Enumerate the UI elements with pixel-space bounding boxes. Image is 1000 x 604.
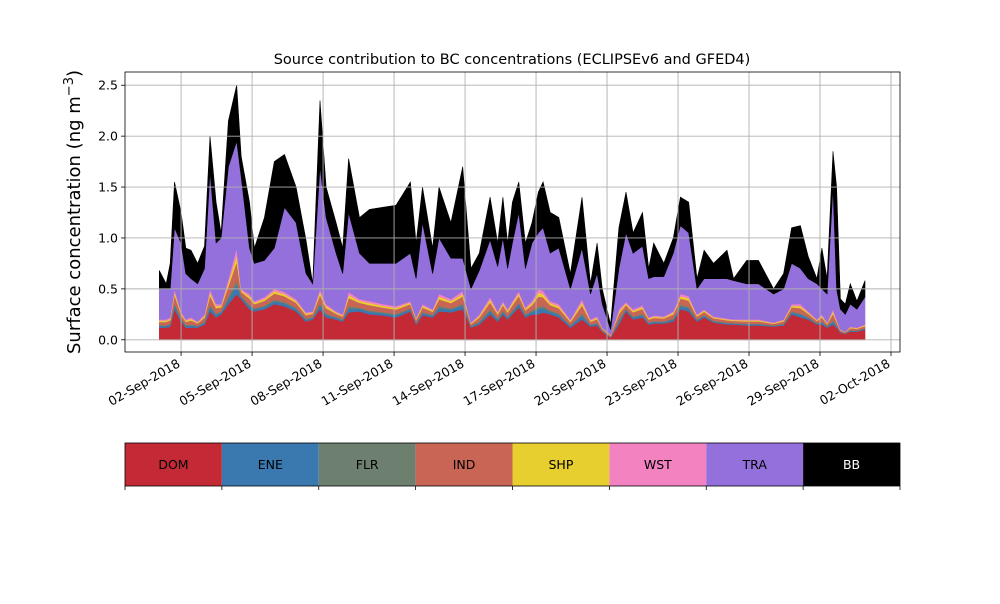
legend-label-ene: ENE bbox=[258, 457, 283, 472]
legend-swatch-shp bbox=[512, 443, 610, 486]
legend-label-flr: FLR bbox=[356, 457, 379, 472]
legend-swatch-ind bbox=[415, 443, 513, 486]
legend-swatch-tra bbox=[706, 443, 804, 486]
legend-label-dom: DOM bbox=[158, 457, 188, 472]
axes-frame bbox=[124, 71, 901, 353]
y-tick-label: 2.0 bbox=[98, 129, 118, 144]
y-tick-label: 1.5 bbox=[98, 180, 118, 195]
y-axis-label-main: Surface concentration (ng m bbox=[64, 96, 85, 354]
y-tick-label: 0.5 bbox=[98, 281, 118, 296]
legend-label-bb: BB bbox=[843, 457, 860, 472]
legend-swatch-bb bbox=[803, 443, 900, 486]
legend-swatch-flr bbox=[318, 443, 416, 486]
legend-label-tra: TRA bbox=[742, 457, 768, 472]
area-series-bb bbox=[159, 85, 866, 330]
y-tick-label: 2.5 bbox=[98, 78, 118, 93]
legend-label-wst: WST bbox=[644, 457, 672, 472]
legend-label-shp: SHP bbox=[549, 457, 574, 472]
y-axis-label-end: ) bbox=[64, 70, 85, 77]
legend-label-ind: IND bbox=[453, 457, 476, 472]
y-axis-label-exponent: −3 bbox=[62, 77, 77, 96]
chart-title: Source contribution to BC concentrations… bbox=[274, 52, 751, 68]
y-axis-label: Surface concentration (ng m−3) bbox=[62, 70, 85, 354]
legend-frame bbox=[124, 442, 901, 487]
legend-swatch-ene bbox=[221, 443, 319, 486]
y-tick-label: 1.0 bbox=[98, 230, 118, 245]
legend-swatch-wst bbox=[609, 443, 707, 486]
legend-colorbar: DOM ENE FLR IND SHP WST TRA BB bbox=[124, 442, 901, 490]
y-tick-label: 0.0 bbox=[98, 332, 118, 347]
legend-swatch-dom bbox=[125, 443, 222, 486]
